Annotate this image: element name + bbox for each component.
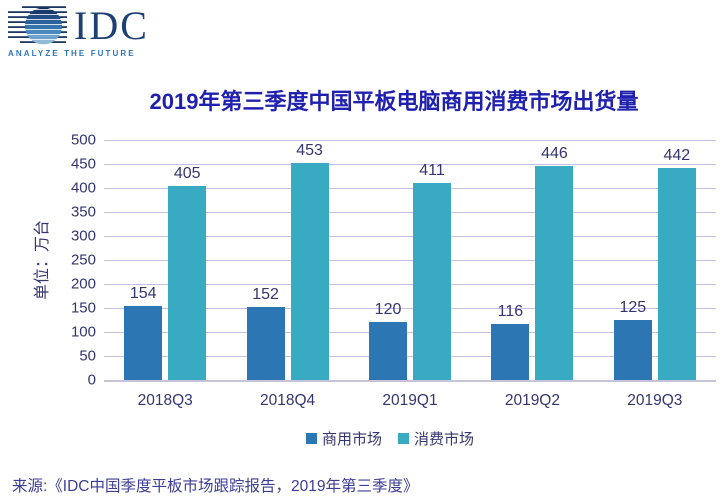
legend-item-商用市场: 商用市场	[305, 428, 382, 449]
y-tick-label: 200	[70, 275, 96, 293]
bar-消费市场-2019Q3: 442	[657, 147, 696, 380]
bar-消费市场-2018Q3: 405	[168, 165, 207, 380]
bar-group-2018Q3: 154 405	[104, 140, 226, 380]
y-tick-label: 150	[70, 299, 96, 317]
gridline	[104, 284, 716, 285]
bar-消费市场-2018Q4: 453	[290, 142, 329, 380]
gridline	[104, 308, 716, 309]
bar-value-label: 120	[374, 301, 402, 319]
x-tick-label-2018Q4: 2018Q4	[260, 392, 316, 409]
y-tick-label: 400	[70, 179, 96, 197]
plot-area: 单位：万台 0 50 100 150 200 250 300 350 400 450 500 154…	[34, 132, 716, 389]
bar-value-label: 116	[497, 303, 524, 321]
y-axis-title-text: 单位：万台	[34, 219, 52, 301]
bar-value-label: 405	[173, 164, 201, 182]
bar-消费市场-2019Q2: 446	[535, 145, 574, 380]
bar-商用市场-2019Q3: 125	[613, 299, 652, 380]
bar-value-label: 152	[252, 286, 279, 304]
idc-tagline: ANALYZE THE FUTURE	[8, 49, 136, 58]
bar-商用市场-2019Q2: 116	[491, 303, 530, 380]
legend-item-消费市场: 消费市场	[398, 428, 474, 449]
gridline	[104, 332, 716, 333]
idc-logo: IDC ANALYZE THE FUTURE	[8, 4, 188, 58]
legend: 商用市场 消费市场	[100, 428, 680, 449]
gridline	[104, 212, 716, 213]
bar-商用市场-2019Q1: 120	[369, 301, 408, 380]
legend-label: 消费市场	[414, 431, 475, 448]
y-tick-label: 350	[70, 203, 96, 221]
gridline	[104, 260, 716, 261]
bar-商用市场-2018Q4: 152	[246, 286, 285, 380]
gridline	[104, 164, 716, 165]
y-tick-label: 500	[70, 131, 96, 149]
y-tick-label: 0	[87, 371, 96, 389]
y-axis-tick-labels: 0 50 100 150 200 250 300 350 400 450 500	[58, 132, 96, 389]
bar-group-2019Q2: 116 446	[471, 140, 593, 380]
x-tick-label-2019Q1: 2019Q1	[382, 392, 438, 409]
bar-group-2018Q4: 152 453	[226, 140, 348, 380]
source-note: 来源:《IDC中国季度平板市场跟踪报告，2019年第三季度》	[12, 478, 419, 495]
y-axis-title: 单位：万台	[30, 140, 52, 380]
y-tick-label: 100	[70, 323, 96, 341]
gridline	[104, 236, 716, 237]
x-tick-label-2018Q3: 2018Q3	[137, 392, 193, 409]
legend-swatch-icon	[305, 433, 317, 444]
gridline	[104, 188, 716, 189]
bar-group-2019Q1: 120 411	[349, 140, 471, 380]
bar-商用市场-2018Q3: 154	[124, 285, 163, 380]
bar-value-label: 411	[419, 161, 445, 179]
idc-wordmark: IDC	[74, 3, 149, 48]
x-axis-tick-labels: 2018Q3 2018Q4 2019Q1 2019Q2 2019Q3	[104, 392, 716, 410]
bar-value-label: 125	[619, 299, 647, 316]
bar-groups: 154 405 152 453 120 411 116 446 125 442	[104, 140, 716, 380]
legend-label: 商用市场	[321, 431, 382, 448]
bar-消费市场-2019Q1: 411	[413, 162, 452, 380]
bar-group-2019Q3: 125 442	[594, 140, 716, 380]
bar-value-label: 453	[296, 141, 323, 159]
bar-value-label: 154	[129, 285, 157, 303]
chart-title: 2019年第三季度中国平板电脑商用消费市场出货量	[149, 89, 639, 114]
x-tick-label-2019Q3: 2019Q3	[627, 392, 683, 409]
y-tick-label: 250	[70, 251, 96, 269]
gridline	[104, 356, 716, 357]
legend-swatch-icon	[398, 433, 409, 444]
y-tick-label: 450	[70, 155, 96, 173]
idc-globe-icon	[8, 6, 67, 45]
gridline	[104, 140, 716, 141]
bar-value-label: 446	[541, 144, 568, 162]
x-tick-label-2019Q2: 2019Q2	[504, 392, 560, 409]
bar-value-label: 442	[663, 146, 691, 164]
y-tick-label: 300	[70, 227, 96, 245]
x-axis-line	[104, 380, 716, 382]
y-tick-label: 50	[79, 347, 96, 365]
